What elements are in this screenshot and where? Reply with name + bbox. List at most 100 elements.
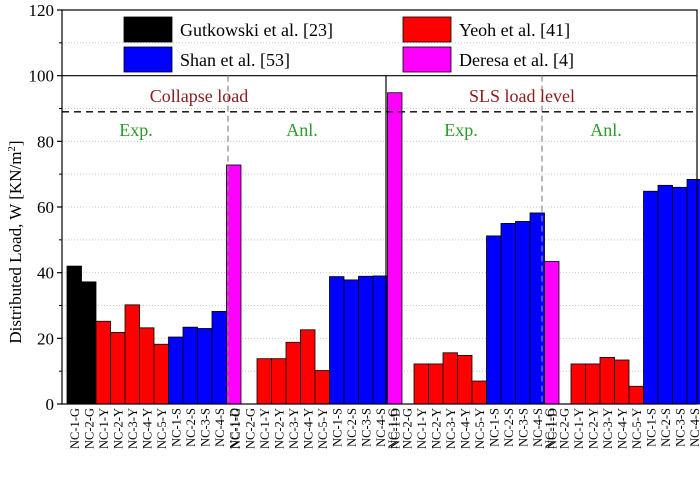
x-tick-label: NC-4-Y <box>140 408 154 449</box>
x-tick-label: NC-4-Y <box>301 408 315 449</box>
y-tick-label: 120 <box>29 1 55 20</box>
x-tick-label: NC-1-S <box>169 408 183 447</box>
bar-nc-1-y <box>256 358 272 405</box>
x-tick-label: NC-3-Y <box>444 408 458 449</box>
y-tick-label: 80 <box>37 132 54 151</box>
bar-nc-3-s <box>515 221 531 405</box>
bar-nc-2-g <box>81 281 97 405</box>
y-axis-ticks: 0 20 40 60 80 100 120 <box>29 1 62 414</box>
x-tick-label: NC-4-S <box>531 408 545 447</box>
x-tick-label: NC-3-Y <box>287 408 301 449</box>
x-tick-label: NC-1-S <box>330 408 344 447</box>
x-tick-label: NC-2-Y <box>586 408 600 449</box>
bar-nc-2-y <box>428 363 444 405</box>
bar-nc-5-y <box>471 380 487 405</box>
bar-nc-4-s <box>372 275 388 405</box>
group-label-exp: Exp. <box>119 120 153 140</box>
bar-nc-1-s <box>168 336 184 405</box>
x-tick-label: NC-4-Y <box>615 408 629 449</box>
legend-label: Yeoh et al. [41] <box>459 20 570 40</box>
x-tick-label: NC-3-S <box>516 408 530 447</box>
panel-title-sls: SLS load level <box>469 86 575 106</box>
legend-label: Shan et al. [53] <box>180 50 290 70</box>
bar-nc-1-d <box>387 92 403 405</box>
panel-title-collapse: Collapse load <box>150 86 248 106</box>
x-tick-label: NC-1-G <box>386 408 400 449</box>
x-tick-label: NC-2-S <box>345 408 359 447</box>
bar-nc-1-s <box>643 190 659 405</box>
legend: Gutkowski et al. [23] Yeoh et al. [41] Sha… <box>123 16 574 73</box>
x-tick-label: NC-5-Y <box>155 408 169 449</box>
x-tick-label: NC-5-Y <box>630 408 644 449</box>
bar-nc-1-d <box>226 164 242 405</box>
group-label-anl: Anl. <box>286 120 318 140</box>
x-tick-label: NC-4-S <box>374 408 388 447</box>
bar-nc-2-y <box>271 358 287 405</box>
bar-nc-3-y <box>124 304 140 405</box>
x-tick-label: NC-1-D <box>388 408 402 449</box>
bar-nc-1-y <box>95 320 111 405</box>
x-tick-label: NC-1-S <box>487 408 501 447</box>
bar-nc-4-y <box>300 329 316 405</box>
x-axis-tick-labels: NC-1-G NC-2-G NC-1-Y NC-2-Y NC-3-Y NC-4-Y NC-5… <box>68 408 700 449</box>
x-tick-label: NC-1-Y <box>572 408 586 449</box>
x-tick-label: NC-3-S <box>673 408 687 447</box>
x-tick-label: NC-2-G <box>243 408 257 449</box>
bar-nc-5-y <box>628 385 644 405</box>
x-tick-label: NC-3-S <box>359 408 373 447</box>
bar-nc-1-y <box>413 363 429 405</box>
bar-nc-4-s <box>211 311 227 405</box>
bar-nc-2-s <box>343 279 359 405</box>
bar-nc-4-y <box>457 355 473 405</box>
x-tick-label: NC-1-Y <box>258 408 272 449</box>
x-tick-label: NC-2-Y <box>111 408 125 449</box>
x-tick-label: NC-3-Y <box>601 408 615 449</box>
y-tick-label: 0 <box>46 395 55 414</box>
bar-nc-3-s <box>672 186 688 405</box>
y-axis-label: Distributed Load, W [KN/m2] <box>6 140 25 343</box>
bar-nc-2-s <box>657 184 673 405</box>
x-tick-label: NC-3-S <box>198 408 212 447</box>
x-tick-label: NC-4-S <box>213 408 227 447</box>
bar-nc-2-s <box>500 223 516 405</box>
y-tick-label: 20 <box>37 329 54 348</box>
legend-label: Deresa et al. [4] <box>459 50 574 70</box>
bar-nc-3-s <box>197 328 213 405</box>
x-tick-label: NC-4-Y <box>458 408 472 449</box>
x-tick-label: NC-2-G <box>400 408 414 449</box>
bar-nc-5-y <box>153 343 169 405</box>
y-tick-label: 100 <box>29 67 55 86</box>
x-tick-label: NC-4-S <box>688 408 700 447</box>
bar-nc-4-y <box>614 359 630 405</box>
bar-nc-1-s <box>329 276 345 405</box>
bar-nc-2-s <box>182 326 198 405</box>
bar-nc-3-y <box>599 356 615 405</box>
bar-nc-4-y <box>139 327 155 405</box>
x-tick-label: NC-2-S <box>502 408 516 447</box>
plot-frame <box>61 9 698 405</box>
legend-swatch <box>402 16 452 43</box>
legend-swatch <box>123 16 173 43</box>
bar-nc-1-y <box>570 363 586 405</box>
y-tick-label: 40 <box>37 264 54 283</box>
bar-nc-1-s <box>486 235 502 405</box>
y-axis-label-close: ] <box>6 140 25 146</box>
bar-nc-2-y <box>110 332 126 405</box>
bar-nc-3-y <box>442 352 458 405</box>
x-tick-label: NC-1-Y <box>97 408 111 449</box>
x-tick-label: NC-1-S <box>644 408 658 447</box>
x-tick-label: NC-2-G <box>82 408 96 449</box>
x-tick-label: NC-2-G <box>557 408 571 449</box>
x-tick-label: NC-1-G <box>68 408 82 449</box>
x-tick-label: NC-2-S <box>659 408 673 447</box>
bar-nc-1-d <box>544 261 560 405</box>
legend-swatch <box>402 46 452 73</box>
x-tick-label: NC-2-S <box>184 408 198 447</box>
x-tick-label: NC-1-G <box>229 408 243 449</box>
x-tick-label: NC-5-Y <box>473 408 487 449</box>
x-tick-label: NC-2-Y <box>429 408 443 449</box>
legend-swatch <box>123 46 173 73</box>
x-tick-label: NC-3-Y <box>126 408 140 449</box>
